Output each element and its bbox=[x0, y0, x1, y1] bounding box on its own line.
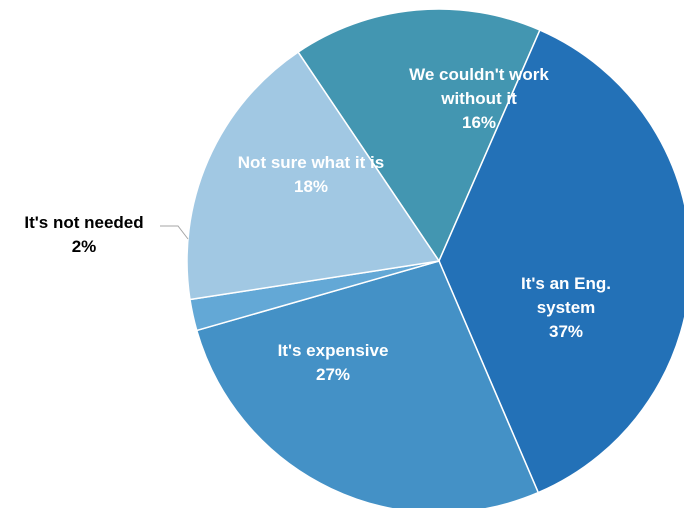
leader-line bbox=[160, 225, 189, 240]
slice-value-label: 16% bbox=[462, 113, 496, 132]
slice-label: It's expensive 27% bbox=[278, 341, 389, 384]
slice-category-label: It's not needed bbox=[24, 213, 143, 232]
pie-slices bbox=[186, 8, 684, 508]
pie-slice bbox=[186, 51, 441, 301]
slice-category-label: without it bbox=[440, 89, 517, 108]
slice-category-label: system bbox=[537, 298, 596, 317]
slice-value-label: 37% bbox=[549, 322, 583, 341]
slice-label: It's an Eng. system 37% bbox=[521, 274, 611, 341]
slice-value-label: 27% bbox=[316, 365, 350, 384]
slice-category-label: It's an Eng. bbox=[521, 274, 611, 293]
slice-value-label: 2% bbox=[72, 237, 97, 256]
slice-category-label: Not sure what it is bbox=[238, 153, 384, 172]
slice-label: It's not needed 2% bbox=[24, 213, 143, 256]
slice-value-label: 18% bbox=[294, 177, 328, 196]
pie-slice bbox=[195, 260, 540, 508]
pie-slice bbox=[297, 8, 541, 263]
slice-label: Not sure what it is 18% bbox=[238, 153, 384, 196]
slice-category-label: We couldn't work bbox=[409, 65, 549, 84]
pie-slice bbox=[438, 29, 684, 494]
slice-label: We couldn't work without it 16% bbox=[409, 65, 549, 132]
slice-category-label: It's expensive bbox=[278, 341, 389, 360]
slice-labels: We couldn't work without it 16% It's an Eng… bbox=[24, 65, 611, 384]
